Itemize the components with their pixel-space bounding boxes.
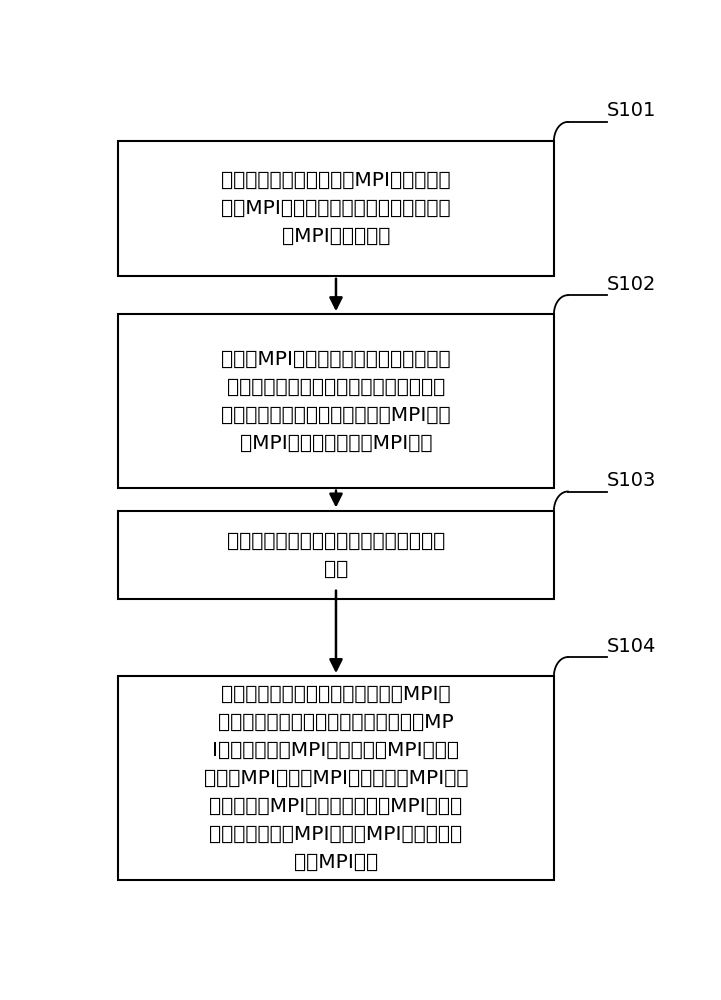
Text: S101: S101 — [607, 101, 656, 120]
Text: 在测试MPI平台中按预设运行模式运行并
行计算软件进行并行计算，并检测并行计
算软件的运行特征；其中，测试MPI平台
为MPI平台集中的任一MPI平台: 在测试MPI平台中按预设运行模式运行并 行计算软件进行并行计算，并检测并行计 算… — [221, 350, 451, 453]
Bar — [118, 676, 554, 880]
Text: 根据运行特征，确定并行计算软件的软件
类型: 根据运行特征，确定并行计算软件的软件 类型 — [227, 532, 445, 579]
Text: S102: S102 — [607, 275, 656, 294]
Bar — [118, 511, 554, 599]
Text: 从数据库中存储的软件类型对应的MPI参
数集中，确定并行计算软件对应的目标MP
I参数；其中，MPI参数集包括MPI平台集
中每个MPI平台的MPI参数，目标M: 从数据库中存储的软件类型对应的MPI参 数集中，确定并行计算软件对应的目标MP … — [204, 685, 468, 872]
Bar — [118, 141, 554, 276]
Text: S104: S104 — [607, 637, 656, 656]
Text: S103: S103 — [607, 471, 656, 490]
Bar — [118, 314, 554, 488]
Text: 获取并行计算软件对应的MPI平台集；其
中，MPI平台集为支持并行计算软件的全
部MPI平台的集合: 获取并行计算软件对应的MPI平台集；其 中，MPI平台集为支持并行计算软件的全 … — [221, 171, 451, 246]
